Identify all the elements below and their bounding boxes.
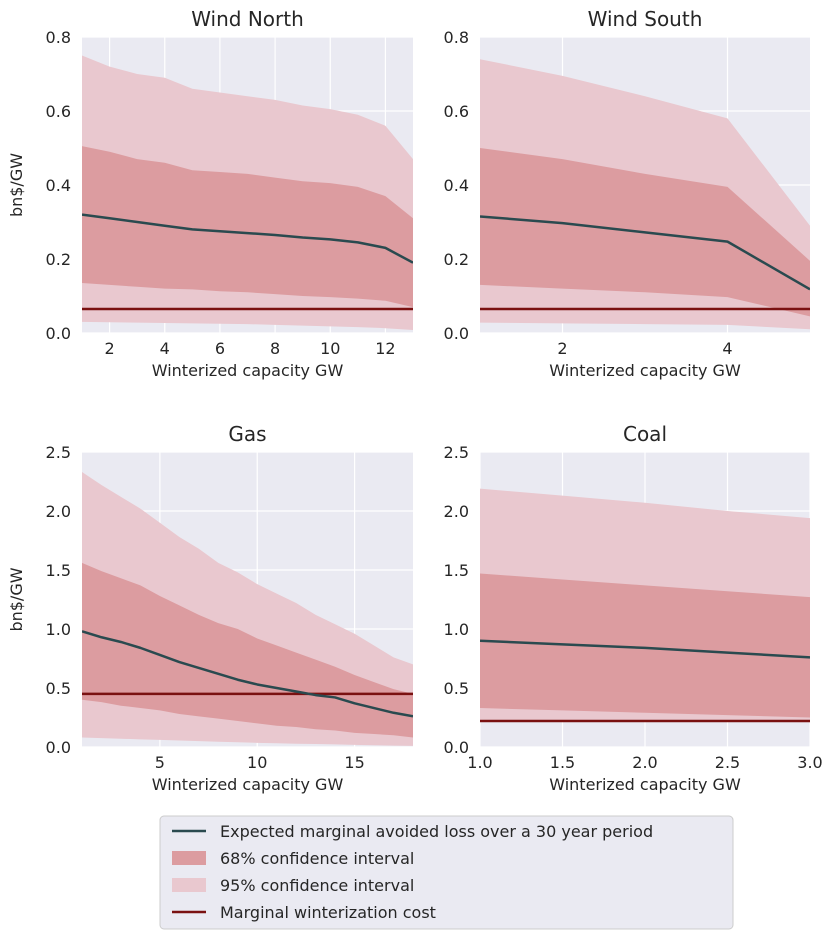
y-tick-label: 2.0: [46, 502, 71, 521]
y-tick-label: 0.4: [46, 176, 71, 195]
y-axis-label: bn$/GW: [7, 153, 26, 217]
ci68-band: [82, 146, 413, 308]
y-tick-label: 0.6: [46, 102, 71, 121]
y-axis-label: bn$/GW: [7, 567, 26, 631]
panel-coal: Coal 1.0 1.5 2.0 2.5 3.0 0.0 0.5 1.0 1.5 2.0 2.5 Win…: [444, 422, 823, 794]
x-tick-label: 10: [320, 339, 340, 358]
mean-line: [480, 639, 810, 659]
panel-title: Gas: [228, 422, 266, 446]
mean-line: [480, 215, 810, 291]
x-tick-label: 2.0: [632, 753, 657, 772]
x-tick-label: 8: [270, 339, 280, 358]
y-tick-label: 0.5: [444, 679, 469, 698]
legend: Expected marginal avoided loss over a 30…: [159, 815, 734, 930]
legend-item-ci68: 68% confidence interval: [172, 849, 414, 868]
mean-line: [82, 213, 413, 264]
x-tick-label: 4: [160, 339, 170, 358]
mean-line: [82, 630, 413, 718]
legend-label: Marginal winterization cost: [220, 903, 436, 922]
x-tick-label: 3.0: [797, 753, 822, 772]
x-axis-label: Winterized capacity GW: [152, 361, 344, 380]
panel-wind-south: Wind South 2 4 0.0 0.2 0.4 0.6 0.8 Winterized ca…: [444, 7, 810, 380]
legend-box: [159, 815, 734, 930]
y-tick-label: 1.0: [46, 620, 71, 639]
y-tick-label: 0.5: [46, 679, 71, 698]
legend-swatch: [172, 851, 206, 865]
panel-title: Coal: [623, 422, 667, 446]
legend-item-cost: Marginal winterization cost: [172, 903, 436, 922]
y-tick-label: 0.2: [444, 250, 469, 269]
y-tick-label: 2.5: [46, 443, 71, 462]
y-tick-label: 0.2: [46, 250, 71, 269]
legend-label: 95% confidence interval: [220, 876, 414, 895]
y-tick-label: 0.0: [46, 738, 71, 757]
legend-swatch: [172, 878, 206, 892]
y-tick-label: 0.0: [444, 738, 469, 757]
panel-title: Wind North: [191, 7, 304, 31]
x-tick-label: 1.0: [467, 753, 492, 772]
y-tick-label: 2.0: [444, 502, 469, 521]
x-tick-label: 4: [722, 339, 732, 358]
y-tick-label: 2.5: [444, 443, 469, 462]
y-tick-label: 0.4: [444, 176, 469, 195]
x-axis-label: Winterized capacity GW: [152, 775, 344, 794]
legend-item-mean: Expected marginal avoided loss over a 30…: [172, 822, 653, 841]
y-tick-label: 0.6: [444, 102, 469, 121]
y-tick-label: 0.0: [444, 324, 469, 343]
y-tick-label: 0.8: [444, 28, 469, 47]
x-tick-label: 1.5: [550, 753, 575, 772]
legend-item-ci95: 95% confidence interval: [172, 876, 414, 895]
x-tick-label: 2: [557, 339, 567, 358]
x-tick-label: 6: [215, 339, 225, 358]
x-tick-label: 12: [375, 339, 395, 358]
panel-gas: Gas 5 10 15 0.0 0.5 1.0 1.5 2.0 2.5 Winterized cap…: [7, 422, 413, 794]
y-tick-label: 1.0: [444, 620, 469, 639]
x-tick-label: 10: [247, 753, 267, 772]
legend-label: Expected marginal avoided loss over a 30…: [220, 822, 653, 841]
ci68-band: [480, 573, 810, 718]
x-axis-label: Winterized capacity GW: [549, 361, 741, 380]
y-tick-label: 1.5: [444, 561, 469, 580]
legend-label: 68% confidence interval: [220, 849, 414, 868]
x-tick-label: 15: [344, 753, 364, 772]
x-tick-label: 2.5: [715, 753, 740, 772]
panel-title: Wind South: [588, 7, 703, 31]
x-tick-label: 2: [104, 339, 114, 358]
y-tick-label: 0.8: [46, 28, 71, 47]
panel-wind-north: Wind North 2 4 6 8 10 12 0.0 0.2 0.4 0.6 0.8 Winteri…: [7, 7, 413, 380]
x-axis-label: Winterized capacity GW: [549, 775, 741, 794]
y-tick-label: 1.5: [46, 561, 71, 580]
x-tick-label: 5: [155, 753, 165, 772]
y-tick-label: 0.0: [46, 324, 71, 343]
